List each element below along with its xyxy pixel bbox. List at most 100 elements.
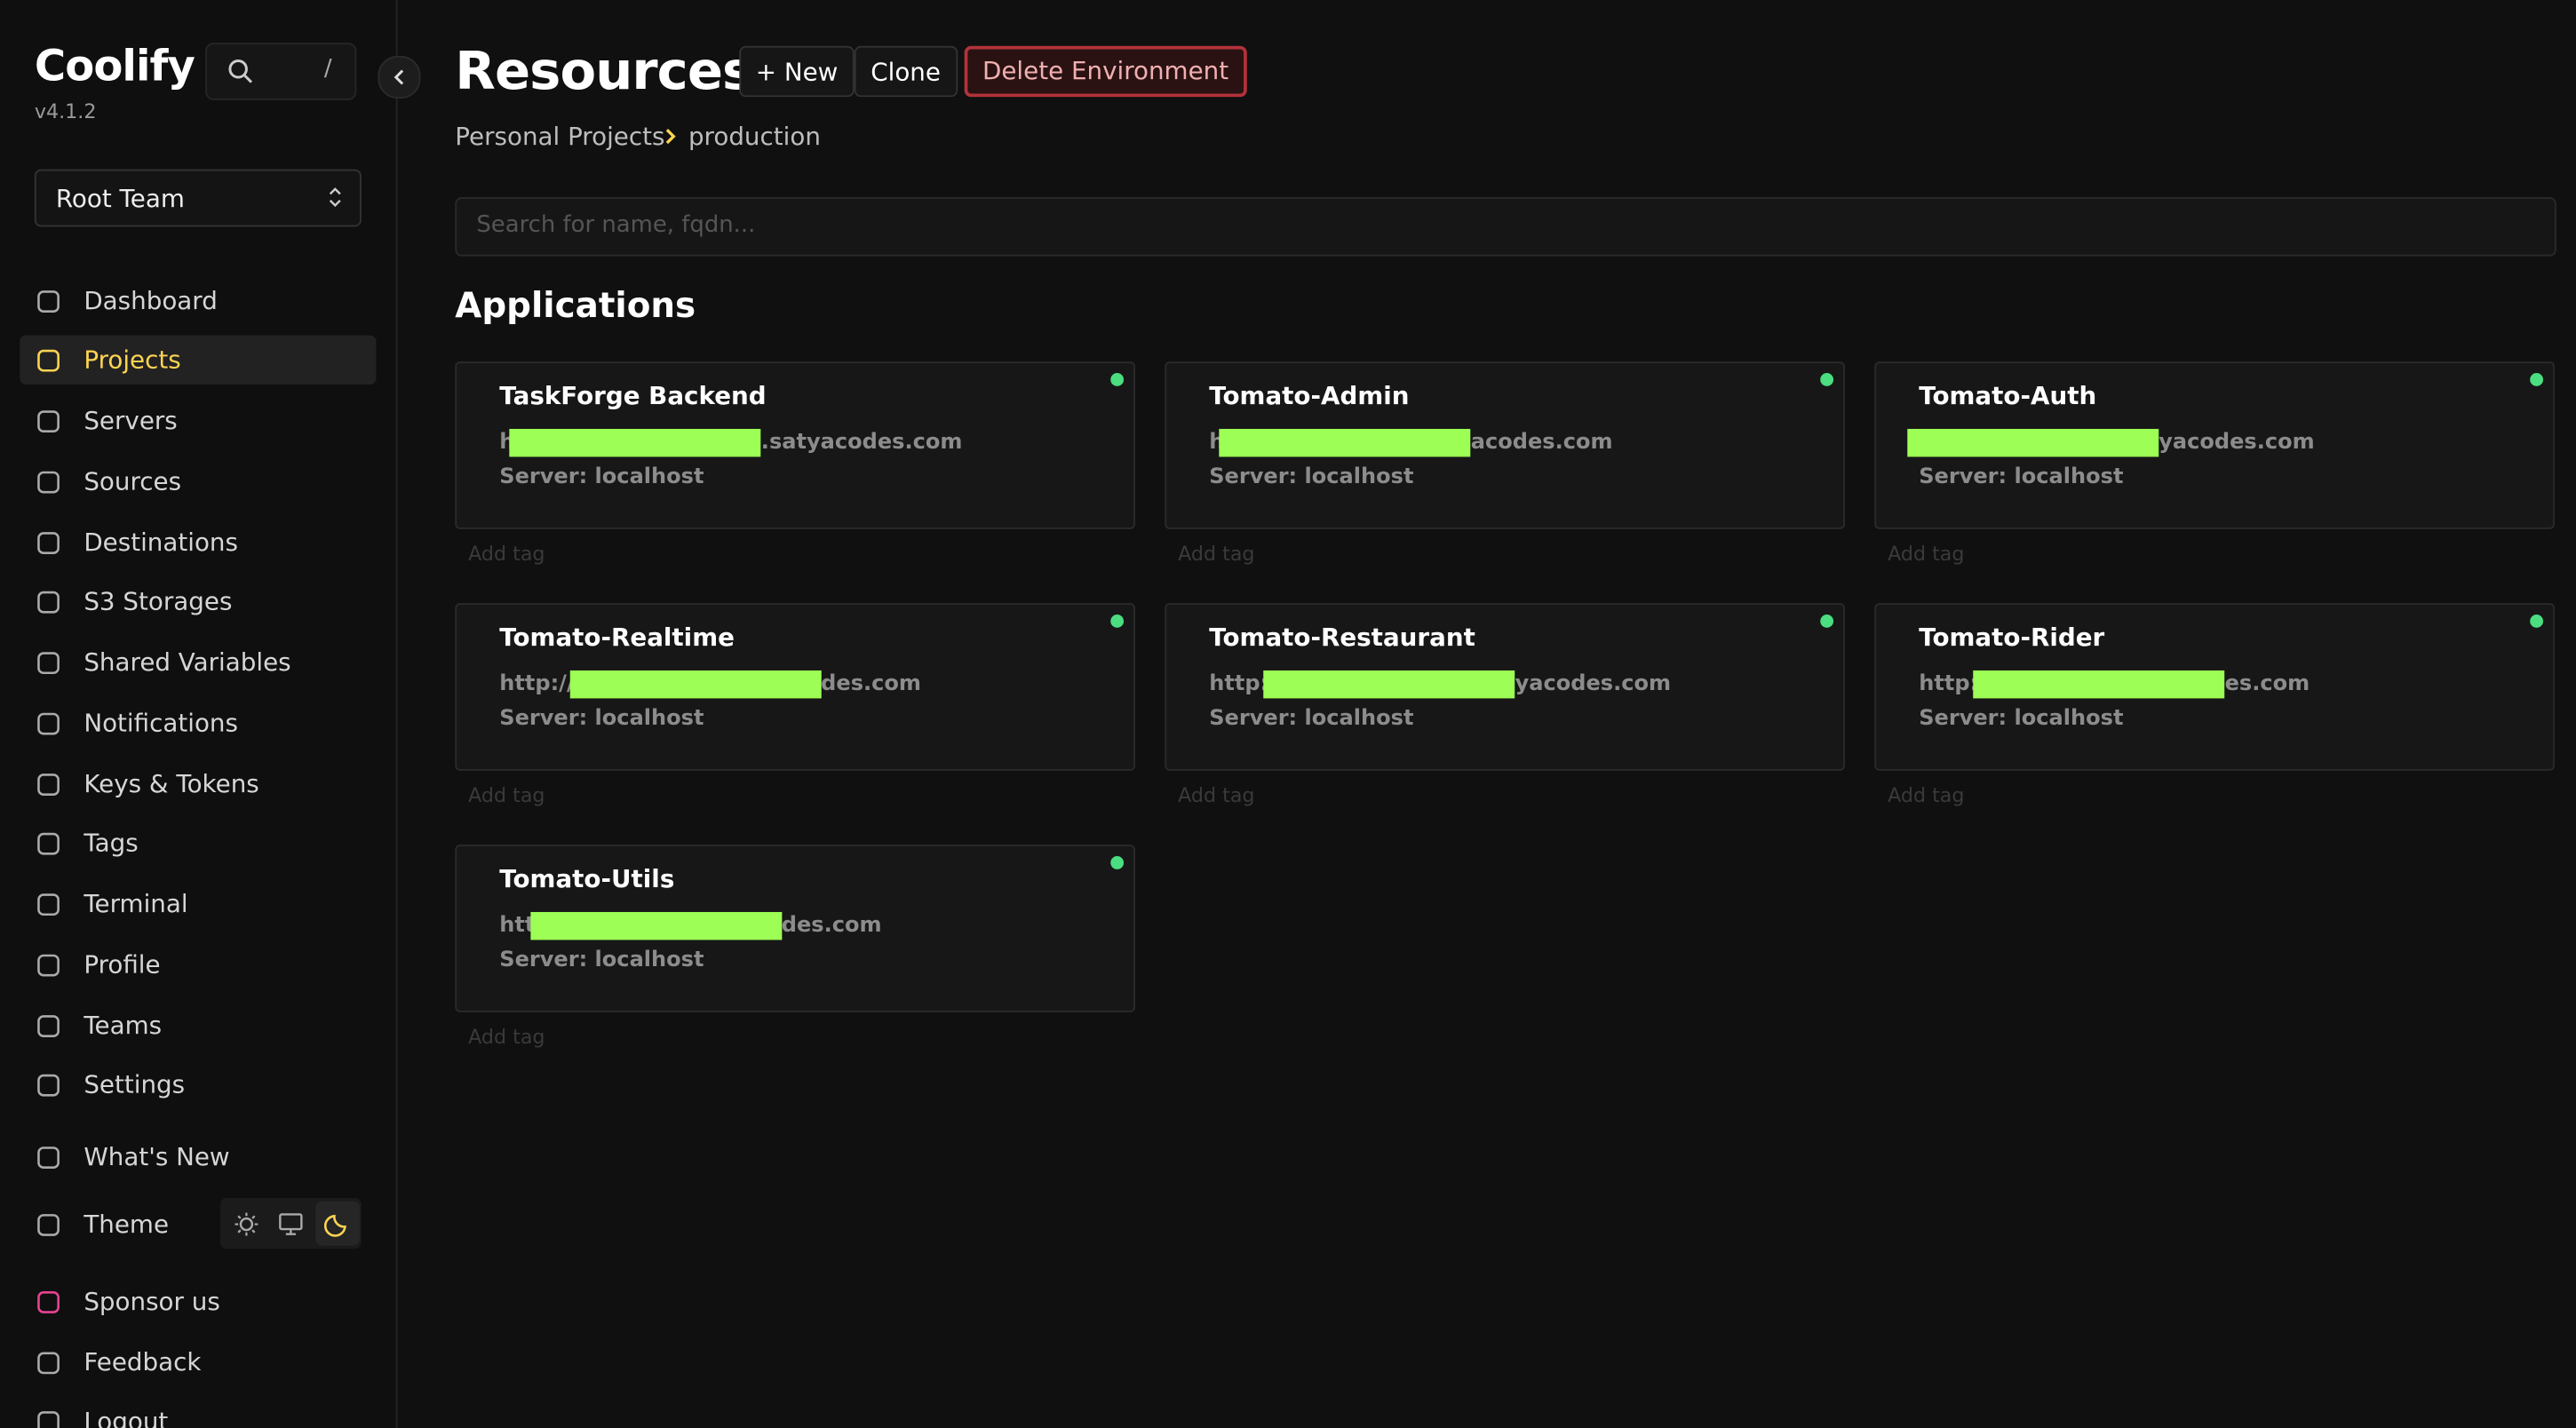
app-name: TaskForge Backend	[499, 381, 767, 411]
app-card[interactable]: Tomato-Restaurant http: yacodes.com Server:…	[1165, 603, 1845, 771]
nav-item[interactable]: Teams	[20, 1000, 376, 1050]
nav-icon	[37, 773, 60, 796]
app-url: h .satyacodes.com	[499, 428, 963, 457]
add-tag[interactable]: Add tag	[1178, 783, 1255, 807]
nav-icon	[37, 591, 60, 615]
system-button[interactable]	[278, 1211, 305, 1238]
status-dot	[1110, 856, 1125, 869]
search-input[interactable]: Search for name, fqdn...	[455, 197, 2556, 257]
url-part: http:	[1919, 671, 1979, 697]
app-name: Tomato-Admin	[1209, 381, 1410, 411]
nav-icon	[37, 1146, 60, 1170]
nav-label: Shared Variables	[83, 647, 291, 678]
nav-item[interactable]: S3 Storages	[20, 577, 376, 627]
breadcrumb-link[interactable]: Personal Projects	[455, 121, 665, 152]
nav-label: Destinations	[83, 527, 238, 557]
app-card[interactable]: Tomato-Admin h acodes.com Server: localhost	[1165, 361, 1845, 529]
url-part: des.com	[821, 671, 921, 697]
url-part: htt	[499, 913, 536, 939]
search-icon	[228, 59, 253, 83]
nav-label: Sources	[83, 466, 182, 496]
app-card[interactable]: Tomato-Realtime http:// des.com Server: loc…	[455, 603, 1136, 771]
sidebar: Coolify v4.1.2 / Root Team Dashboard Proj…	[0, 0, 398, 1428]
nav-icon	[37, 1214, 60, 1236]
add-tag[interactable]: Add tag	[1888, 783, 1965, 807]
nav-icon	[37, 1014, 60, 1037]
redaction	[1907, 428, 2159, 457]
nav-item[interactable]: Tags	[20, 819, 376, 869]
theme-label[interactable]: Theme	[20, 1200, 200, 1250]
breadcrumb-separator	[665, 129, 676, 145]
status-dot	[1110, 615, 1125, 628]
app-server: Server: localhost	[1209, 464, 1414, 490]
delete-button[interactable]: Delete Environment	[964, 45, 1247, 98]
app-name: Tomato-Realtime	[499, 623, 735, 653]
nav-icon	[37, 893, 60, 916]
app-server: Server: localhost	[1209, 706, 1414, 732]
status-dot	[2530, 373, 2544, 386]
app-card[interactable]: Tomato-Rider http: es.com Server: localhost	[1874, 603, 2555, 771]
app-card[interactable]: Tomato-Utils htt des.com Server: localhost	[455, 845, 1136, 1012]
url-part: .satyacodes.com	[760, 430, 963, 456]
nav-label: Notifications	[83, 708, 238, 738]
status-dot	[2530, 615, 2544, 628]
breadcrumb-current: production	[688, 121, 821, 152]
add-tag[interactable]: Add tag	[468, 542, 545, 566]
add-tag[interactable]: Add tag	[468, 783, 545, 807]
nav-item[interactable]: Notifications	[20, 698, 376, 748]
status-dot	[1820, 615, 1834, 628]
app-card[interactable]: Tomato-Auth yacodes.com Server: localhost	[1874, 361, 2555, 529]
nav-icon	[37, 471, 60, 494]
app-url: http: yacodes.com	[1209, 670, 1671, 699]
nav-item[interactable]: Sources	[20, 456, 376, 506]
light-button[interactable]	[234, 1211, 260, 1238]
redaction	[1973, 670, 2225, 699]
app-url: yacodes.com	[1907, 428, 2315, 457]
url-part: http:	[1209, 671, 1269, 697]
app-url: http: es.com	[1919, 670, 2310, 699]
app-server: Server: localhost	[499, 948, 704, 973]
nav-item[interactable]: Keys & Tokens	[20, 758, 376, 808]
app-url: h acodes.com	[1209, 428, 1613, 457]
nav-item[interactable]: Dashboard	[20, 275, 376, 325]
nav-item[interactable]: Projects	[20, 335, 377, 385]
nav-item[interactable]: Profile	[20, 940, 376, 989]
redaction	[1263, 670, 1515, 699]
page-title: Resources	[455, 39, 753, 102]
logout[interactable]: Logout	[20, 1397, 376, 1428]
nav-icon	[37, 1291, 60, 1313]
collapse-button[interactable]	[378, 55, 421, 99]
nav-item[interactable]: Terminal	[20, 879, 376, 929]
add-tag[interactable]: Add tag	[1178, 542, 1255, 566]
nav-label: Servers	[83, 406, 178, 436]
url-part: des.com	[781, 913, 882, 939]
app-card[interactable]: TaskForge Backend h .satyacodes.com Server:…	[455, 361, 1136, 529]
add-tag[interactable]: Add tag	[1888, 542, 1965, 566]
shortcut: /	[323, 55, 332, 83]
brand: Coolify	[34, 43, 195, 92]
app-server: Server: localhost	[499, 706, 704, 732]
redaction	[1219, 428, 1471, 457]
nav-item[interactable]: Settings	[20, 1060, 376, 1110]
new-button[interactable]: + New	[739, 45, 855, 98]
clone-button[interactable]: Clone	[854, 45, 958, 98]
whats-new[interactable]: What's New	[20, 1132, 376, 1182]
chevrons	[329, 187, 341, 208]
nav-label: Projects	[83, 345, 181, 376]
app-name: Tomato-Restaurant	[1209, 623, 1475, 653]
add-tag[interactable]: Add tag	[468, 1025, 545, 1049]
nav-item[interactable]: Shared Variables	[20, 638, 376, 687]
dark-button[interactable]	[315, 1201, 361, 1246]
chevron-left	[394, 69, 404, 85]
search-button[interactable]: /	[205, 43, 357, 100]
nav-label: Settings	[83, 1070, 186, 1100]
nav-item[interactable]: Destinations	[20, 517, 376, 567]
nav-icon	[37, 410, 60, 433]
nav-icon	[37, 1352, 60, 1375]
section-title: Applications	[455, 285, 696, 326]
nav-item[interactable]: Servers	[20, 396, 376, 446]
sponsor[interactable]: Sponsor us	[20, 1277, 376, 1327]
team-select[interactable]: Root Team	[34, 169, 362, 227]
feedback[interactable]: Feedback	[20, 1337, 376, 1387]
